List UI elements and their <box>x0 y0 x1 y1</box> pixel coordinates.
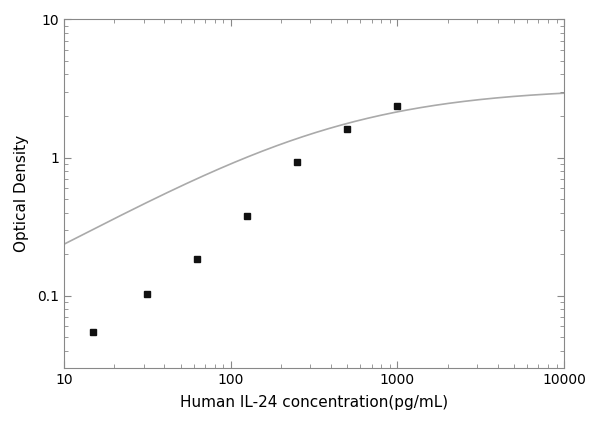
X-axis label: Human IL-24 concentration(pg/mL): Human IL-24 concentration(pg/mL) <box>180 395 448 410</box>
Y-axis label: Optical Density: Optical Density <box>14 135 29 252</box>
